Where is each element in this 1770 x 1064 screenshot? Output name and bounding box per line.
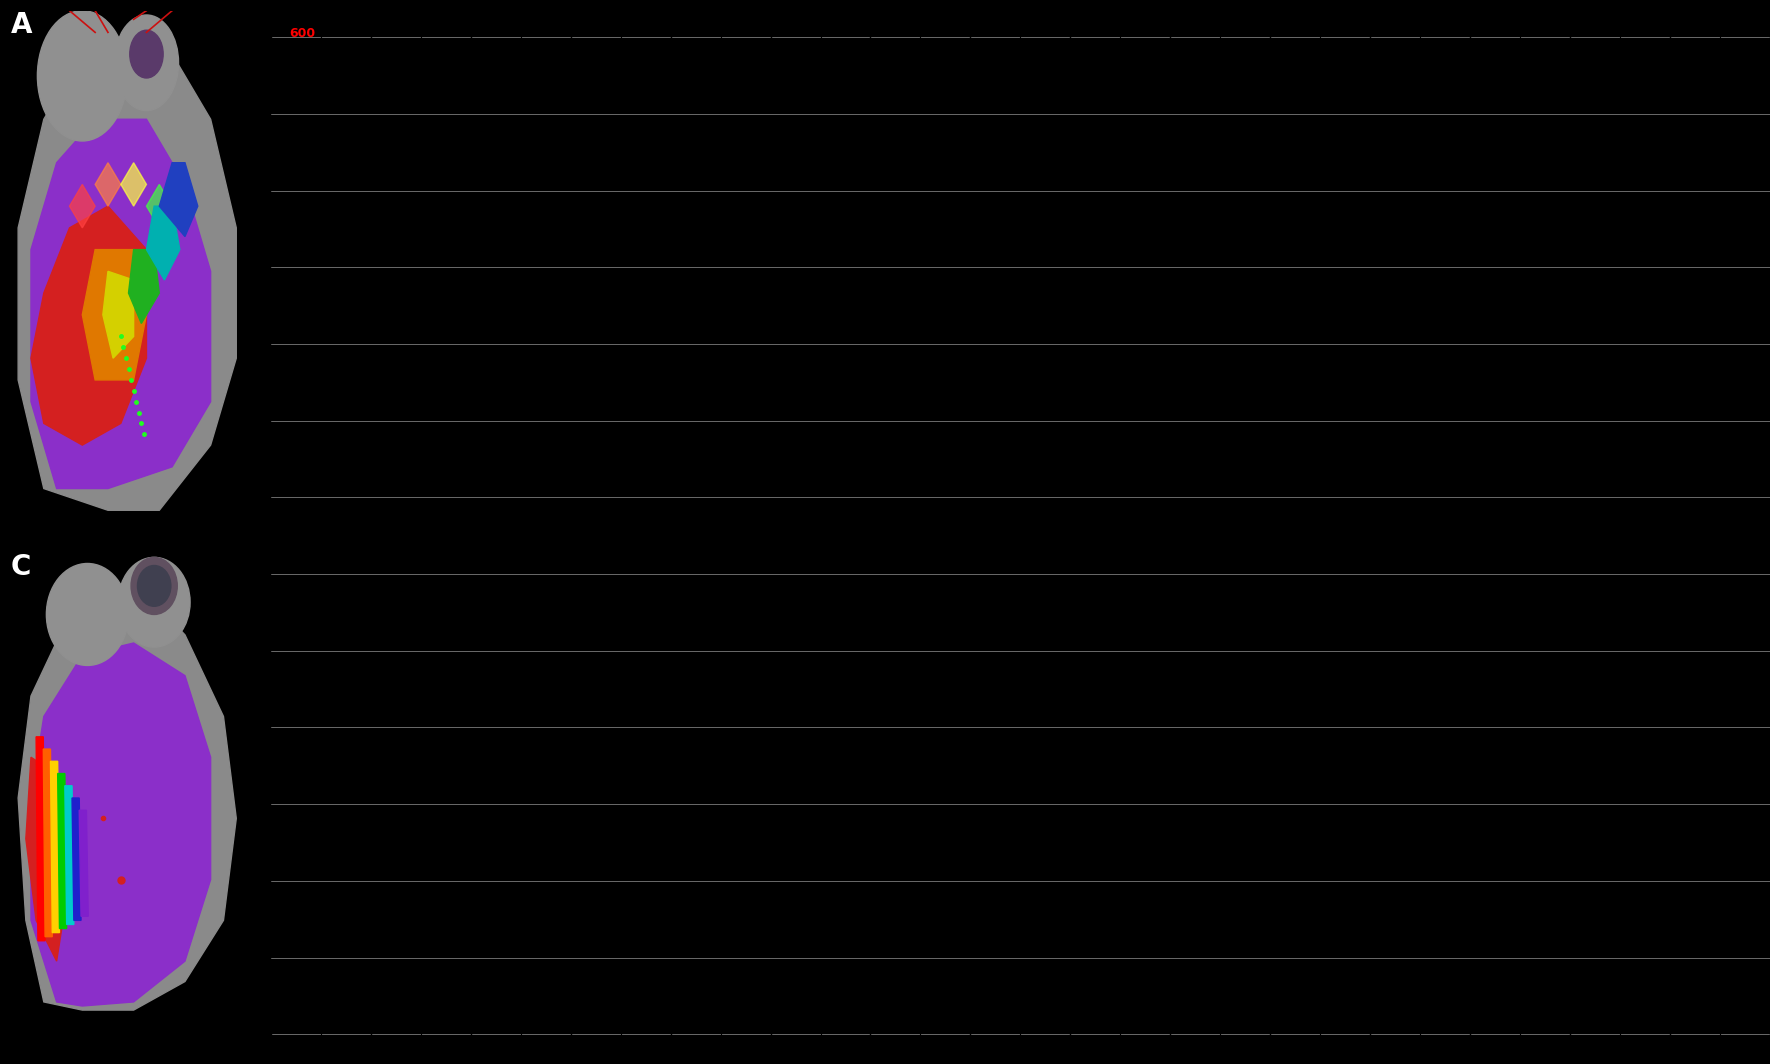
Text: aVF: aVF [232, 145, 260, 160]
Text: PS 5,6: PS 5,6 [212, 451, 260, 466]
Polygon shape [147, 184, 172, 228]
Text: A: A [11, 11, 32, 38]
Polygon shape [32, 119, 211, 488]
Polygon shape [27, 758, 69, 961]
Text: PS 3,4: PS 3,4 [212, 528, 260, 544]
Text: CS 5,6: CS 5,6 [211, 835, 260, 850]
Text: PS 9,10: PS 9,10 [204, 298, 260, 313]
Text: I: I [257, 68, 260, 83]
Ellipse shape [131, 558, 177, 615]
Text: V1: V1 [241, 221, 260, 236]
Polygon shape [35, 736, 44, 941]
Ellipse shape [119, 558, 189, 647]
Polygon shape [69, 184, 96, 228]
Text: C: C [11, 553, 30, 581]
Polygon shape [80, 811, 88, 916]
Polygon shape [32, 206, 147, 445]
Polygon shape [73, 798, 81, 920]
Text: CS 1,2: CS 1,2 [211, 988, 260, 1003]
Polygon shape [32, 643, 211, 1007]
Polygon shape [83, 250, 147, 380]
Text: CS 3,4: CS 3,4 [211, 912, 260, 927]
Polygon shape [159, 163, 198, 236]
Ellipse shape [138, 566, 172, 606]
Polygon shape [120, 163, 147, 206]
Polygon shape [42, 749, 53, 936]
Polygon shape [58, 774, 67, 929]
Polygon shape [51, 761, 60, 932]
Text: 2:4°30 PM: 2:4°30 PM [1025, 1050, 1076, 1060]
Ellipse shape [37, 11, 127, 142]
Polygon shape [96, 163, 120, 206]
Ellipse shape [46, 564, 129, 665]
Text: PS 7,8: PS 7,8 [212, 375, 260, 389]
Text: PS 1,2: PS 1,2 [212, 605, 260, 620]
Polygon shape [103, 271, 135, 359]
Polygon shape [129, 250, 159, 323]
Ellipse shape [129, 30, 163, 78]
Text: 3:4°28 PM: 3:4°28 PM [276, 1050, 326, 1060]
Polygon shape [18, 594, 237, 1010]
Polygon shape [18, 32, 237, 511]
Polygon shape [147, 206, 181, 280]
Ellipse shape [115, 15, 179, 111]
Polygon shape [65, 785, 74, 925]
Text: CS 7,8: CS 7,8 [211, 759, 260, 774]
Text: CS 9,10: CS 9,10 [202, 682, 260, 697]
Text: 600: 600 [289, 27, 315, 39]
Text: B: B [186, 16, 207, 44]
